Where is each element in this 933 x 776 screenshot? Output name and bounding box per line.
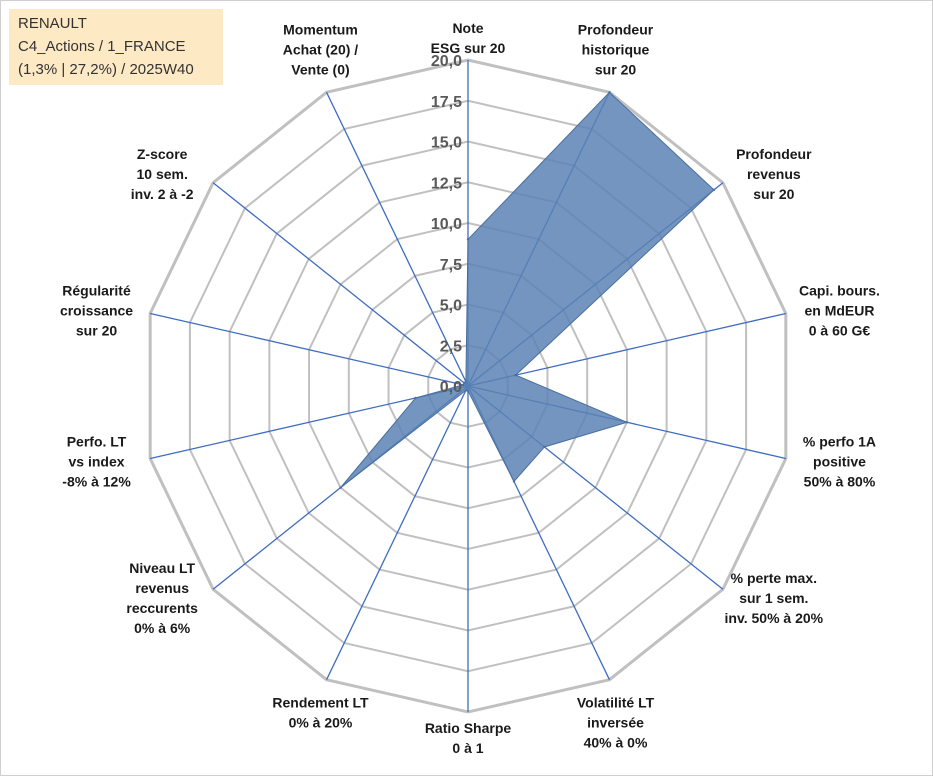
- spoke-8: [325, 385, 469, 680]
- axis-label-line: sur 20: [595, 62, 636, 78]
- company-name: RENAULT: [18, 15, 87, 32]
- data-point-10: [414, 396, 417, 400]
- axis-label-line: Note: [452, 20, 483, 36]
- radial-tick-labels: 0,0 2,5 5,0 7,5 10,0 12,5 15,0 17,5 20,0: [431, 53, 462, 396]
- axis-label-line: ESG sur 20: [431, 40, 506, 56]
- tick-label: 2,5: [440, 338, 462, 355]
- axis-label-line: Vente (0): [291, 62, 349, 78]
- axis-label-12: Z-score 10 sem. inv. 2 à -2: [131, 146, 194, 202]
- axis-label-3: Capi. bours. en MdEUR 0 à 60 G€: [799, 282, 880, 338]
- data-point-8: [464, 389, 468, 392]
- axis-label-7: Ratio Sharpe 0 à 1: [425, 720, 512, 756]
- axis-label-line: Profondeur: [578, 22, 654, 38]
- axis-label-line: Capi. bours.: [799, 282, 880, 298]
- axis-label-line: Ratio Sharpe: [425, 720, 512, 736]
- axis-label-line: 0% à 6%: [134, 620, 191, 636]
- axis-label-line: sur 20: [76, 322, 117, 338]
- axis-label-line: inversée: [587, 714, 644, 730]
- axis-label-line: Niveau LT: [129, 560, 195, 576]
- axis-label-1: Profondeur historique sur 20: [578, 22, 654, 78]
- data-point-9: [339, 486, 342, 489]
- axis-label-line: Achat (20) /: [283, 42, 359, 58]
- tick-label: 12,5: [431, 175, 462, 192]
- axis-label-line: revenus: [747, 166, 801, 182]
- axis-label-line: vs index: [69, 454, 125, 470]
- axis-label-line: Momentum: [283, 22, 358, 38]
- tick-label: 7,5: [440, 257, 462, 274]
- data-point-1: [608, 91, 611, 94]
- axis-label-line: Profondeur: [736, 146, 812, 162]
- title-box: RENAULT C4_Actions / 1_FRANCE (1,3% | 27…: [9, 9, 223, 85]
- category-line: C4_Actions / 1_FRANCE: [18, 38, 186, 55]
- axis-label-line: inv. 2 à -2: [131, 186, 194, 202]
- axis-label-line: sur 1 sem.: [739, 590, 808, 606]
- axis-label-line: sur 20: [753, 186, 794, 202]
- axis-labels: Note ESG sur 20 Profondeur historique sur 20…: [60, 20, 880, 756]
- axis-label-10: Perfo. LT vs index -8% à 12%: [62, 434, 131, 490]
- axis-label-line: 0 à 60 G€: [809, 322, 871, 338]
- data-point-4: [625, 421, 629, 424]
- data-point-5: [543, 445, 546, 449]
- axis-label-line: 40% à 0%: [584, 734, 648, 750]
- axis-label-2: Profondeur revenus sur 20: [736, 146, 812, 202]
- spoke-3: [467, 312, 786, 387]
- axis-label-line: historique: [582, 42, 650, 58]
- tick-label: 10,0: [431, 216, 462, 233]
- axis-label-line: positive: [813, 454, 866, 470]
- data-point-3: [514, 373, 517, 377]
- axis-label-5: % perte max. sur 1 sem. inv. 50% à 20%: [725, 570, 824, 626]
- radar-series: [339, 91, 716, 489]
- axis-label-line: inv. 50% à 20%: [725, 610, 824, 626]
- axis-label-13: Momentum Achat (20) / Vente (0): [283, 22, 359, 78]
- axis-label-line: 0% à 20%: [289, 714, 353, 730]
- axis-label-line: en MdEUR: [804, 302, 874, 318]
- axis-label-line: % perfo 1A: [803, 434, 876, 450]
- axis-label-line: Rendement LT: [272, 694, 369, 710]
- axis-label-line: 10 sem.: [136, 166, 187, 182]
- axis-label-11: Régularité croissance sur 20: [60, 282, 133, 338]
- axis-label-line: Volatilité LT: [577, 694, 655, 710]
- axis-label-line: Régularité: [62, 282, 131, 298]
- data-point-11: [462, 383, 465, 387]
- axis-label-4: % perfo 1A positive 50% à 80%: [803, 434, 876, 490]
- spoke-12: [212, 182, 469, 387]
- axis-label-line: 0 à 1: [452, 740, 483, 756]
- axis-label-line: croissance: [60, 302, 133, 318]
- tick-label: 17,5: [431, 94, 462, 111]
- tick-label: 15,0: [431, 135, 462, 152]
- axis-label-6: Volatilité LT inversée 40% à 0%: [577, 694, 655, 750]
- spoke-11: [150, 312, 469, 387]
- tick-label: 5,0: [440, 298, 462, 315]
- axis-label-line: revenus: [135, 580, 189, 596]
- axis-label-line: -8% à 12%: [62, 474, 131, 490]
- tick-label: 0,0: [440, 379, 462, 396]
- axis-label-0: Note ESG sur 20: [431, 20, 506, 56]
- spoke-13: [325, 92, 469, 387]
- axis-label-line: Z-score: [137, 146, 188, 162]
- data-point-12: [462, 381, 466, 385]
- data-point-2: [712, 188, 716, 192]
- data-point-7: [466, 389, 470, 393]
- axis-label-line: % perte max.: [731, 570, 817, 586]
- data-point-0: [466, 238, 470, 241]
- data-point-6: [512, 480, 516, 483]
- data-point-13: [464, 380, 468, 383]
- tick-label: 20,0: [431, 53, 462, 70]
- stats-line: (1,3% | 27,2%) / 2025W40: [18, 61, 194, 78]
- axis-label-line: reccurents: [126, 600, 198, 616]
- axis-label-line: 50% à 80%: [804, 474, 876, 490]
- axis-label-8: Rendement LT 0% à 20%: [272, 694, 369, 730]
- axis-label-line: Perfo. LT: [67, 434, 127, 450]
- axis-label-9: Niveau LT revenus reccurents 0% à 6%: [126, 560, 198, 636]
